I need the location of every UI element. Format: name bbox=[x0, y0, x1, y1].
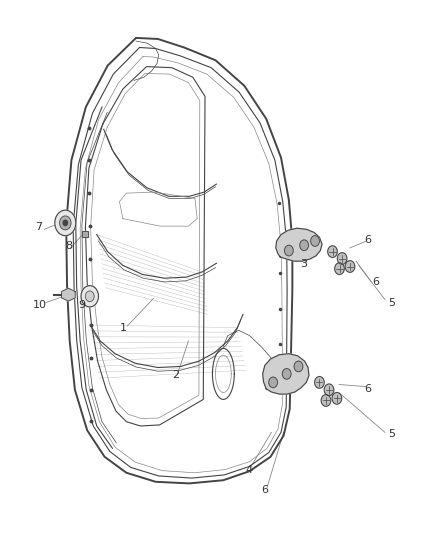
Text: 1: 1 bbox=[120, 322, 127, 333]
Circle shape bbox=[314, 376, 324, 388]
Text: 5: 5 bbox=[388, 429, 395, 439]
Circle shape bbox=[283, 368, 291, 379]
Circle shape bbox=[328, 246, 337, 257]
Circle shape bbox=[332, 392, 342, 404]
Circle shape bbox=[294, 361, 303, 372]
Circle shape bbox=[81, 286, 99, 307]
Polygon shape bbox=[62, 288, 75, 301]
Circle shape bbox=[63, 220, 67, 225]
Text: 4: 4 bbox=[245, 465, 252, 474]
Circle shape bbox=[311, 236, 319, 246]
Text: 6: 6 bbox=[261, 485, 268, 495]
Circle shape bbox=[335, 263, 344, 274]
Circle shape bbox=[300, 240, 308, 251]
Polygon shape bbox=[276, 228, 322, 261]
Text: 9: 9 bbox=[78, 300, 85, 310]
Text: 8: 8 bbox=[65, 241, 72, 251]
Text: 7: 7 bbox=[35, 222, 42, 232]
Circle shape bbox=[321, 394, 331, 406]
Text: 3: 3 bbox=[300, 259, 307, 269]
Text: 6: 6 bbox=[373, 278, 380, 287]
Text: 6: 6 bbox=[364, 384, 371, 394]
Circle shape bbox=[345, 261, 355, 272]
Text: 5: 5 bbox=[388, 297, 395, 308]
Text: 10: 10 bbox=[33, 300, 47, 310]
Circle shape bbox=[85, 291, 94, 302]
Polygon shape bbox=[263, 354, 309, 394]
Text: 6: 6 bbox=[364, 235, 371, 245]
Circle shape bbox=[337, 253, 347, 264]
Circle shape bbox=[324, 384, 334, 395]
Circle shape bbox=[269, 377, 278, 387]
Circle shape bbox=[285, 245, 293, 256]
Text: 2: 2 bbox=[172, 370, 179, 381]
Circle shape bbox=[55, 210, 76, 236]
Circle shape bbox=[60, 216, 71, 230]
